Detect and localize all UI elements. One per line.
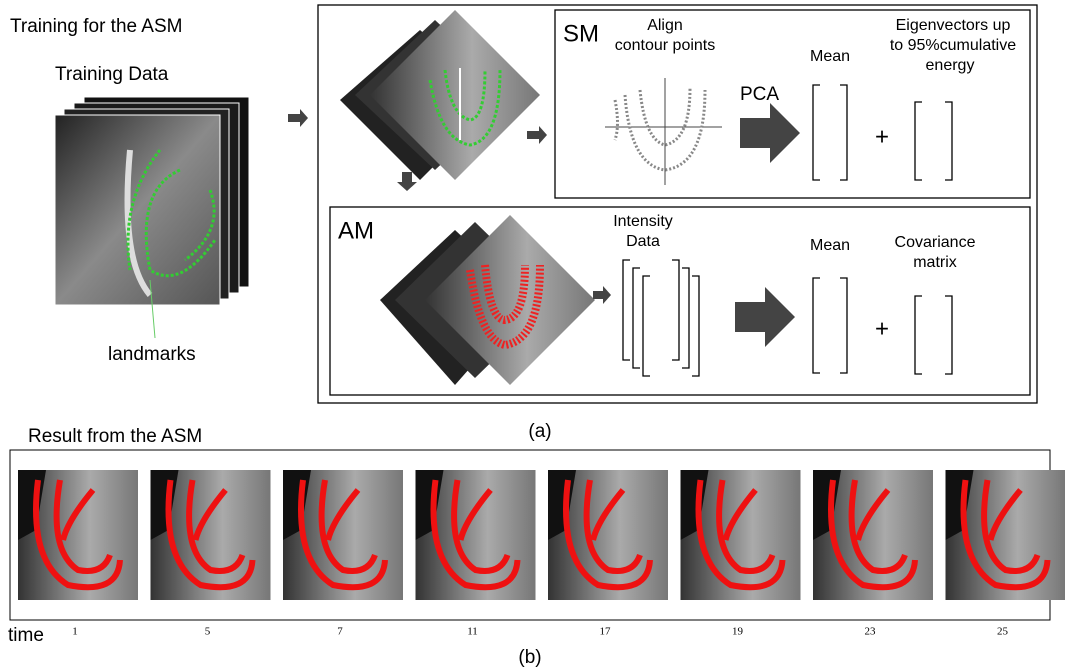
sm-label: SM — [563, 20, 599, 47]
covariance-line: matrix — [913, 254, 957, 271]
plus: + — [875, 315, 889, 342]
intensity-line: Data — [626, 233, 660, 250]
am-label: AM — [338, 217, 374, 244]
time-tick: 7 — [337, 626, 343, 638]
arrow — [527, 126, 547, 144]
pca-label: PCA — [740, 84, 779, 105]
landmarks-label: landmarks — [108, 344, 196, 365]
time-tick: 25 — [997, 626, 1009, 638]
mean-label: Mean — [810, 48, 850, 65]
time-tick: 17 — [600, 626, 612, 638]
time-tick: 11 — [467, 626, 478, 638]
plus: + — [875, 123, 889, 150]
title: Training for the ASM — [10, 16, 182, 37]
arrow — [288, 109, 308, 127]
time-tick: 1 — [72, 626, 78, 638]
training-stack — [55, 97, 249, 305]
eigen-line: energy — [926, 57, 975, 74]
sm-stack — [340, 10, 540, 180]
arrow — [397, 172, 417, 191]
result-title: Result from the ASM — [28, 426, 202, 447]
intensity-line: Intensity — [613, 213, 673, 230]
time-label: time — [8, 625, 44, 646]
align-line: Align — [647, 17, 683, 34]
time-tick: 5 — [205, 626, 211, 638]
training-label: Training Data — [55, 64, 169, 85]
time-tick: 19 — [732, 626, 744, 638]
mean-label: Mean — [810, 237, 850, 254]
eigen-line: Eigenvectors up — [896, 17, 1011, 34]
covariance-line: Covariance — [895, 234, 976, 251]
caption-a: (a) — [528, 421, 551, 442]
eigen-line: to 95%cumulative — [890, 37, 1016, 54]
align-line: contour points — [615, 37, 716, 54]
time-tick: 23 — [865, 626, 877, 638]
frames: 1 5 7 11 17 19 23 25 — [18, 470, 1065, 638]
caption-b: (b) — [518, 647, 541, 668]
figure: Training for the ASM Training Data landm… — [0, 0, 1065, 671]
